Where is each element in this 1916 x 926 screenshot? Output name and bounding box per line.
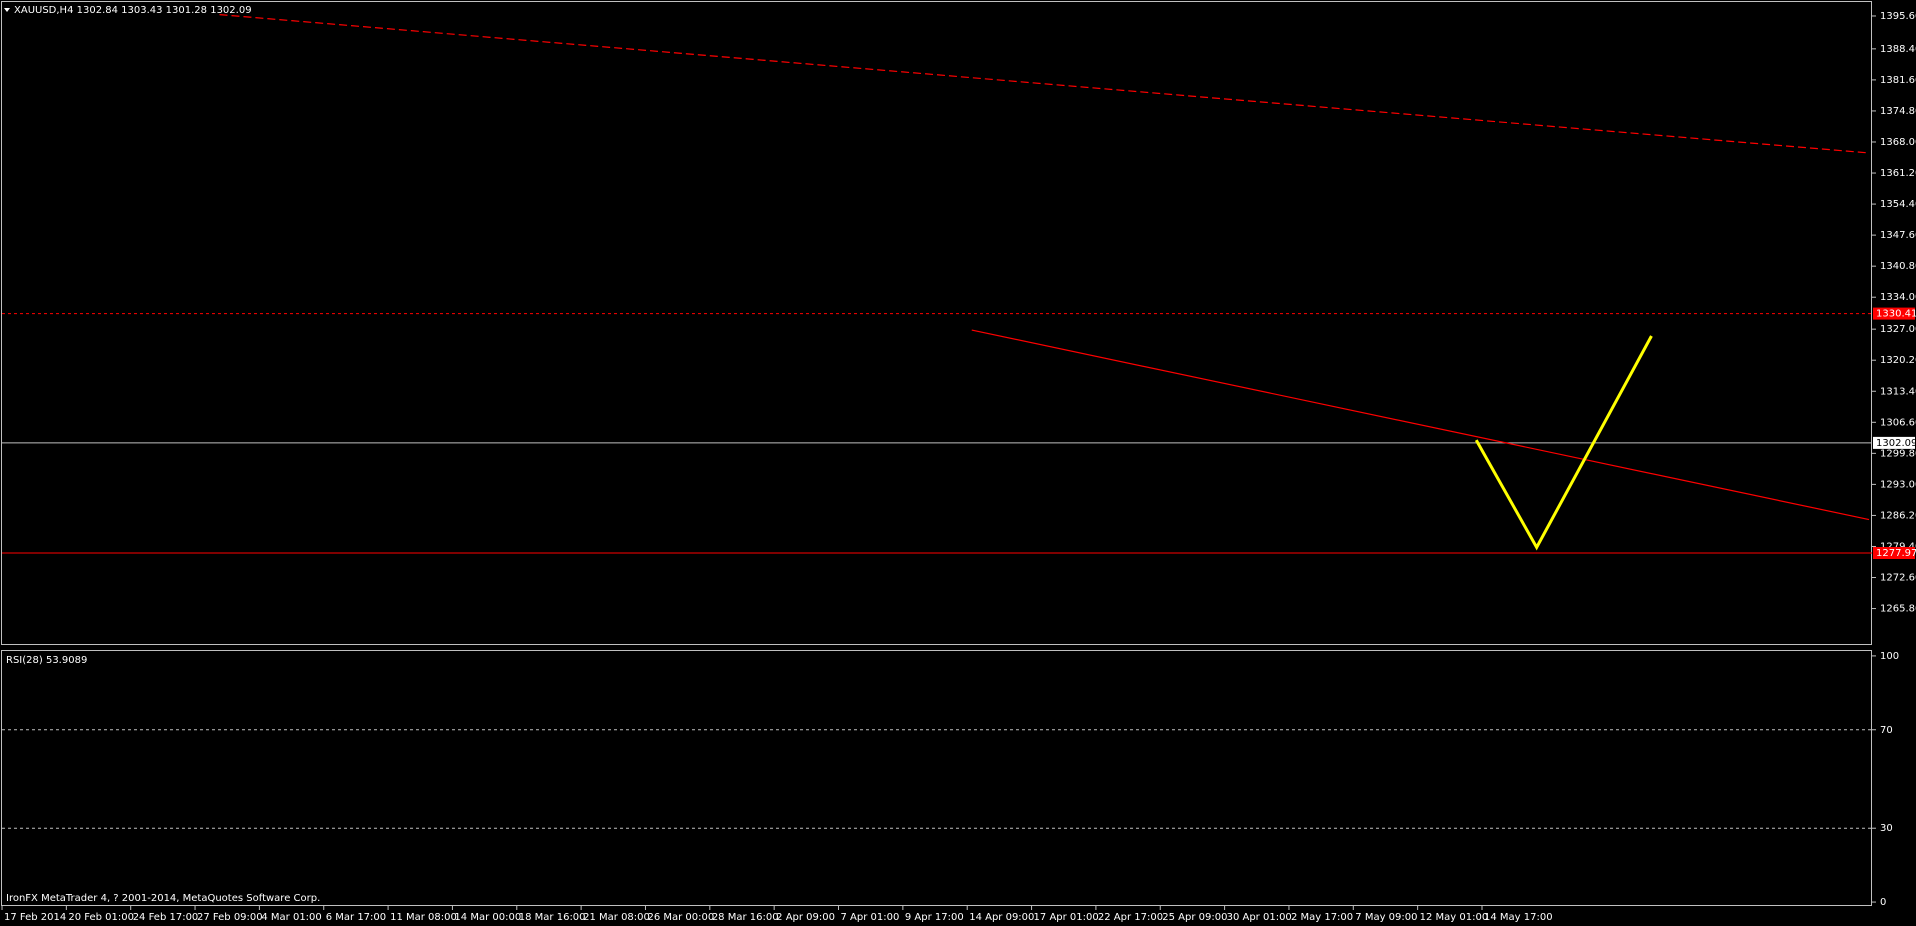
level-label: 1277.97 <box>1876 548 1916 559</box>
price-frame <box>1 1 1872 645</box>
x-tick-label: 22 Apr 17:00 <box>1098 912 1163 923</box>
trendline <box>1474 335 1653 551</box>
y-tick-label: 1272.60 <box>1880 573 1916 584</box>
y-tick-label: 1381.60 <box>1880 75 1916 86</box>
x-tick-label: 7 May 09:00 <box>1355 912 1417 923</box>
y-tick-label: 1361.20 <box>1880 168 1916 179</box>
menu-arrow[interactable] <box>4 8 10 12</box>
x-tick-label: 2 Apr 09:00 <box>776 912 835 923</box>
y-tick-label: 100 <box>1880 651 1899 662</box>
x-tick-label: 14 Mar 00:00 <box>454 912 521 923</box>
y-tick-label: 1306.60 <box>1880 417 1916 428</box>
y-tick-label: 1293.00 <box>1880 479 1916 490</box>
x-tick-label: 6 Mar 17:00 <box>326 912 386 923</box>
x-tick-label: 28 Mar 16:00 <box>712 912 779 923</box>
y-tick-label: 1286.20 <box>1880 510 1916 521</box>
x-tick-label: 21 Mar 08:00 <box>583 912 650 923</box>
y-tick-label: 1313.40 <box>1880 386 1916 397</box>
chart-title: XAUUSD,H4 1302.84 1303.43 1301.28 1302.0… <box>14 5 252 16</box>
y-tick-label: 1388.40 <box>1880 44 1916 55</box>
y-tick-label: 1368.00 <box>1880 137 1916 148</box>
x-tick-label: 17 Apr 01:00 <box>1034 912 1099 923</box>
rsi-frame <box>1 650 1872 906</box>
x-tick-label: 4 Mar 01:00 <box>261 912 321 923</box>
y-tick-label: 1299.80 <box>1880 448 1916 459</box>
level-label: 1302.09 <box>1876 438 1916 449</box>
y-tick-label: 1327.00 <box>1880 324 1916 335</box>
x-tick-label: 7 Apr 01:00 <box>841 912 900 923</box>
y-tick-label: 0 <box>1880 897 1886 908</box>
y-tick-label: 1340.80 <box>1880 261 1916 272</box>
level-label: 1330.41 <box>1876 309 1916 320</box>
y-tick-label: 1354.40 <box>1880 199 1916 210</box>
x-tick-label: 14 May 17:00 <box>1484 912 1553 923</box>
x-tick-label: 26 Mar 00:00 <box>647 912 714 923</box>
level-tag <box>1873 547 1915 560</box>
trendline <box>971 329 1870 521</box>
x-tick-label: 9 Apr 17:00 <box>905 912 964 923</box>
x-tick-label: 2 May 17:00 <box>1291 912 1353 923</box>
x-tick-label: 14 Apr 09:00 <box>969 912 1034 923</box>
footer: IronFX MetaTrader 4, ? 2001-2014, MetaQu… <box>6 893 320 904</box>
x-tick-label: 27 Feb 09:00 <box>197 912 263 923</box>
y-tick-label: 1374.80 <box>1880 106 1916 117</box>
x-tick-label: 17 Feb 2014 <box>4 912 66 923</box>
rsi-title: RSI(28) 53.9089 <box>6 655 87 666</box>
x-tick-label: 30 Apr 01:00 <box>1227 912 1292 923</box>
x-tick-label: 12 May 01:00 <box>1420 912 1489 923</box>
y-tick-label: 70 <box>1880 725 1893 736</box>
x-tick-label: 25 Apr 09:00 <box>1162 912 1227 923</box>
y-tick-label: 1265.80 <box>1880 604 1916 615</box>
level-tag <box>1873 307 1915 320</box>
x-tick-label: 20 Feb 01:00 <box>68 912 134 923</box>
y-tick-label: 30 <box>1880 823 1893 834</box>
level-tag <box>1873 436 1915 449</box>
y-tick-label: 1279.40 <box>1880 541 1916 552</box>
x-tick-label: 24 Feb 17:00 <box>133 912 199 923</box>
y-tick-label: 1347.60 <box>1880 230 1916 241</box>
y-tick-label: 1320.20 <box>1880 355 1916 366</box>
y-tick-label: 1334.00 <box>1880 292 1916 303</box>
x-tick-label: 18 Mar 16:00 <box>519 912 586 923</box>
x-tick-label: 11 Mar 08:00 <box>390 912 457 923</box>
y-tick-label: 1395.60 <box>1880 11 1916 22</box>
